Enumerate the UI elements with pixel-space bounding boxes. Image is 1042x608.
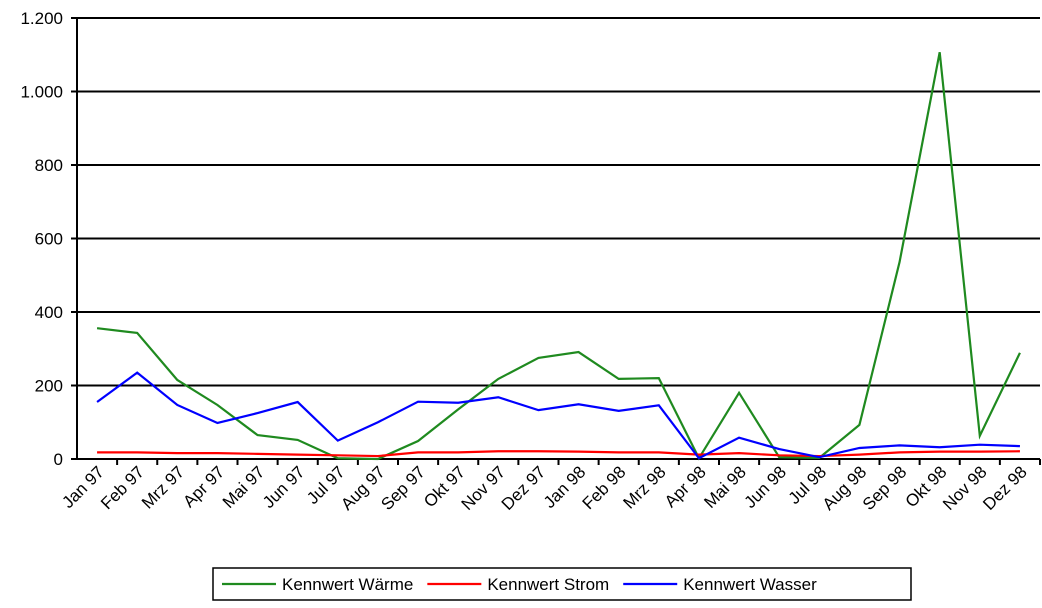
x-tick-label: Sep 98 (859, 462, 911, 514)
x-tick-label: Jun 97 (259, 462, 309, 512)
series-line (96, 371, 1020, 460)
series-line (97, 450, 1020, 458)
y-tick-label: 200 (35, 377, 63, 396)
x-tick-label: Dez 98 (979, 462, 1031, 514)
x-tick-label: Sep 97 (377, 462, 429, 514)
y-tick-label: 1.200 (20, 9, 63, 28)
x-tick-label: Feb 97 (97, 462, 148, 513)
legend: Kennwert Wärme Kennwert Strom Kennwert Was… (212, 567, 912, 601)
x-tick-label: Nov 98 (939, 462, 991, 514)
legend-label: Kennwert Wärme (282, 575, 413, 594)
legend-box (212, 567, 912, 601)
x-tick-label: Aug 97 (337, 462, 389, 514)
x-tick-label: Aug 98 (819, 462, 871, 514)
y-tick-label: 800 (35, 156, 63, 175)
x-tick-label: Apr 98 (661, 462, 710, 511)
x-tick-label: Apr 97 (179, 462, 228, 511)
y-tick-label: 0 (54, 450, 63, 469)
y-tick-label: 600 (35, 230, 63, 249)
x-tick-label: Mrz 97 (138, 462, 188, 512)
y-tick-label: 400 (35, 303, 63, 322)
x-tick-label: Mai 98 (700, 462, 750, 512)
x-tick-label: Mai 97 (219, 462, 269, 512)
x-tick-label: Feb 98 (579, 462, 630, 513)
series-line (96, 51, 1021, 461)
legend-label: Kennwert Wasser (683, 575, 817, 594)
y-tick-label: 1.000 (20, 83, 63, 102)
legend-label: Kennwert Strom (487, 575, 609, 594)
x-tick-label: Dez 97 (498, 462, 550, 514)
x-tick-label: Mrz 98 (619, 462, 669, 512)
x-tick-label: Jun 98 (740, 462, 790, 512)
x-tick-label: Nov 97 (458, 462, 510, 514)
